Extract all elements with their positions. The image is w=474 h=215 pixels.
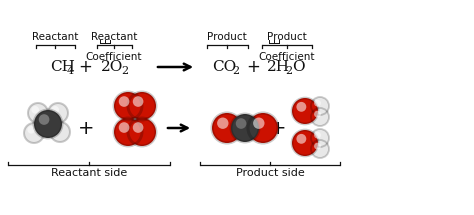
Text: CH: CH [50, 60, 75, 74]
Text: +: + [270, 118, 286, 138]
Circle shape [311, 97, 329, 115]
Circle shape [311, 140, 329, 158]
Circle shape [217, 118, 228, 129]
Text: 2O: 2O [101, 60, 123, 74]
Text: Product: Product [267, 32, 307, 42]
Circle shape [51, 106, 59, 114]
Text: +: + [78, 118, 94, 138]
Circle shape [39, 114, 49, 125]
Circle shape [311, 129, 329, 147]
Circle shape [311, 108, 329, 126]
Circle shape [50, 122, 70, 142]
Circle shape [314, 132, 321, 138]
Text: 2: 2 [232, 66, 239, 76]
Circle shape [292, 98, 318, 124]
Text: 4: 4 [67, 66, 74, 76]
Circle shape [296, 102, 306, 112]
Text: 2: 2 [285, 66, 292, 76]
Text: 2H: 2H [267, 60, 290, 74]
Circle shape [31, 106, 39, 114]
Circle shape [114, 118, 142, 146]
Circle shape [236, 118, 246, 129]
Circle shape [212, 113, 242, 143]
Circle shape [128, 92, 156, 120]
Circle shape [314, 143, 321, 150]
Text: +: + [246, 58, 260, 76]
Text: CO: CO [212, 60, 236, 74]
Circle shape [24, 123, 44, 143]
Circle shape [119, 122, 129, 133]
Circle shape [133, 96, 144, 107]
Text: Product: Product [207, 32, 247, 42]
Circle shape [54, 125, 61, 133]
Circle shape [133, 122, 144, 133]
Circle shape [296, 134, 306, 144]
Circle shape [292, 130, 318, 156]
Circle shape [27, 126, 35, 134]
Circle shape [248, 113, 278, 143]
Text: O: O [292, 60, 305, 74]
Circle shape [34, 110, 62, 138]
Text: Reactant: Reactant [32, 32, 78, 42]
Circle shape [314, 100, 321, 107]
Circle shape [314, 111, 321, 118]
Circle shape [119, 96, 129, 107]
Circle shape [253, 118, 264, 129]
Circle shape [114, 92, 142, 120]
Text: +: + [78, 58, 92, 76]
Text: Reactant: Reactant [91, 32, 137, 42]
Circle shape [231, 114, 259, 142]
Text: Coefficient: Coefficient [259, 52, 315, 62]
Circle shape [28, 103, 48, 123]
Text: 2: 2 [121, 66, 128, 76]
Circle shape [128, 118, 156, 146]
Text: Reactant side: Reactant side [51, 168, 127, 178]
Circle shape [48, 103, 68, 123]
Text: Coefficient: Coefficient [86, 52, 142, 62]
Text: Product side: Product side [236, 168, 304, 178]
